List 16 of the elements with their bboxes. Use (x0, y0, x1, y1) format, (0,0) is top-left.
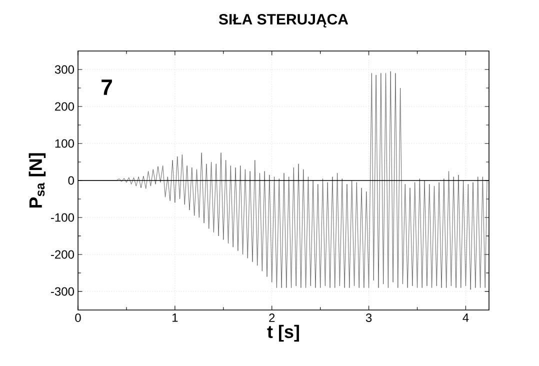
y-tick-label: 100 (55, 139, 74, 148)
y-axis-title: P$_{sa}$ [N] (28, 153, 46, 208)
x-tick-label: 4 (462, 314, 469, 322)
y-tick-label: -100 (50, 213, 74, 222)
x-tick-label: 1 (172, 314, 178, 322)
y-tick-label: 0 (68, 176, 74, 185)
x-tick-label: 0 (75, 314, 81, 322)
x-tick-label: 2 (269, 314, 275, 322)
y-tick-label: 300 (54, 65, 74, 74)
x-axis-title: t [s] (267, 324, 299, 342)
x-tick-label: 3 (366, 314, 372, 322)
annotation: 7 (102, 80, 112, 95)
chart-title: SIŁA STERUJĄCA (218, 14, 348, 28)
y-tick-label: -200 (50, 250, 74, 259)
y-tick-label: -300 (50, 287, 74, 296)
y-tick-label: 200 (55, 102, 74, 111)
